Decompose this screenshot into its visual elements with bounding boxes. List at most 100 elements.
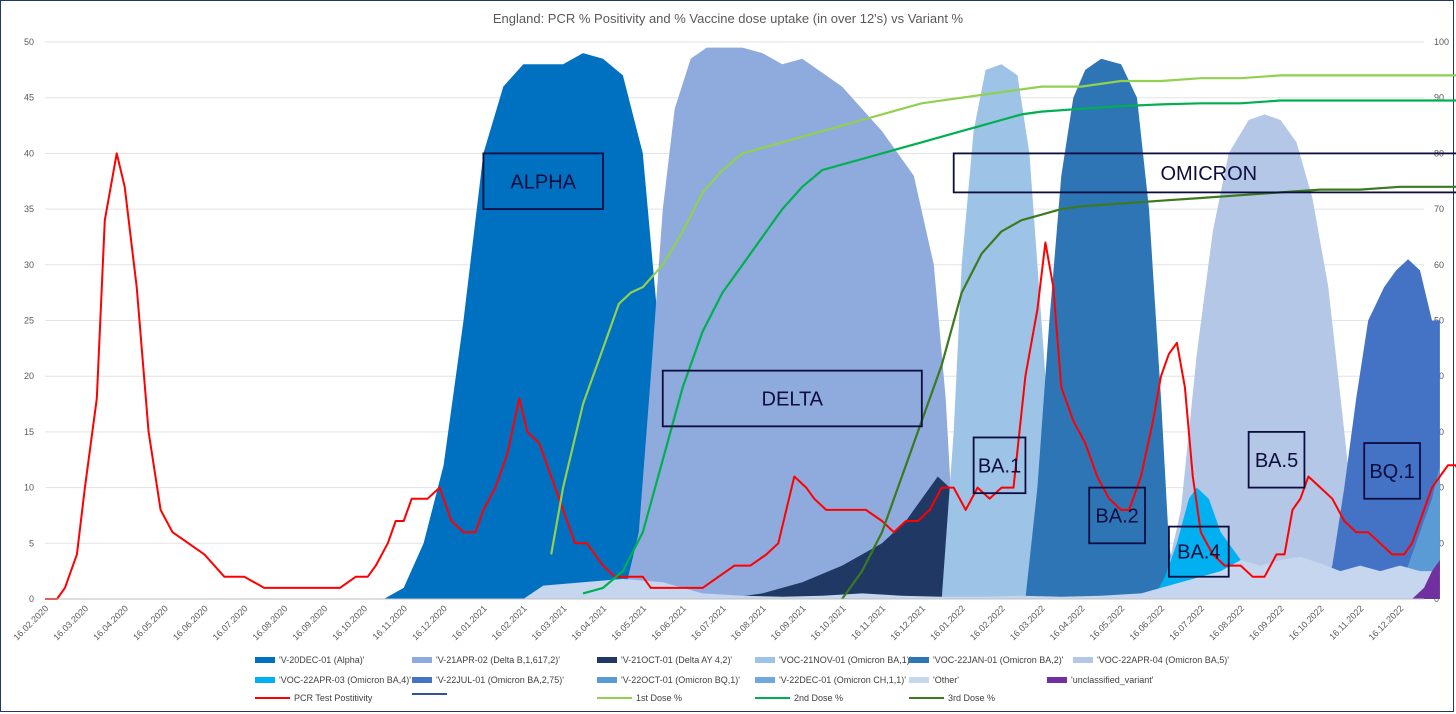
legend-swatch [909,657,929,663]
y-left-tick-label: 15 [24,427,34,437]
legend-item: 'VOC-21NOV-01 (Omicron BA,1)' [755,655,911,665]
x-tick-label: 16.04.2020 [91,603,130,642]
annotation-label: BQ.1 [1369,461,1415,483]
y-left-tick-label: 0 [29,594,34,604]
x-tick-label: 16.08.2022 [1207,603,1246,642]
y-right-tick-label: 100 [1434,37,1449,47]
legend-item: 'V-22DEC-01 (Omicron CH,1,1)' [755,675,906,685]
legend-swatch [255,677,275,683]
annotation-box [972,436,1027,495]
legend-item: 'VOC-22APR-04 (Omicron BA,5)' [1073,655,1229,665]
series-line [582,99,1456,595]
variant-area [1380,465,1440,599]
legend-swatch [755,677,775,683]
legend-label: 'V-22OCT-01 (Omicron BQ,1)' [621,675,740,685]
variant-area [1412,560,1440,599]
x-tick-label: 16.10.2020 [330,603,369,642]
legend-label: 'VOC-21NOV-01 (Omicron BA,1)' [779,655,912,665]
x-tick-label: 16.10.2021 [809,603,848,642]
x-tick-label: 16.05.2022 [1088,603,1127,642]
legend-swatch [755,657,775,663]
legend-label: 'VOC-22APR-03 (Omicron BA,4)' [279,675,411,685]
x-tick-label: 16.11.2020 [371,603,409,641]
legend-item: 'Other' [909,675,959,685]
annotation-label: BA.5 [1255,450,1298,472]
variant-area [722,476,966,599]
x-tick-label: 16.02.2021 [490,603,529,642]
legend-label: PCR Test Postitivity [294,693,373,703]
x-tick-label: 16.02.2022 [968,603,1007,642]
legend-swatch [412,677,432,683]
legend-item: 'VOC-22APR-03 (Omicron BA,4)' [255,675,411,685]
legend-swatch [597,697,632,699]
y-left-tick-label: 5 [29,538,34,548]
legend-item: 1st Dose % [597,693,682,703]
x-tick-label: 16.06.2022 [1127,603,1166,642]
x-tick-label: 16.06.2021 [649,603,688,642]
legend-swatch [255,697,290,699]
legend-item [412,693,451,695]
x-tick-label: 16.12.2021 [888,603,927,642]
legend-label: 'unclassified_variant' [1071,675,1154,685]
chart-title: England: PCR % Positivity and % Vaccine … [493,11,964,26]
legend-label: 2nd Dose % [794,693,844,703]
annotation-box [1247,430,1306,489]
legend-label: 'VOC-22APR-04 (Omicron BA,5)' [1097,655,1229,665]
annotation-box [1168,525,1230,578]
x-tick-label: 16.04.2021 [569,603,608,642]
annotation-label: DELTA [762,388,824,410]
x-tick-label: 16.07.2021 [689,603,728,642]
x-tick-label: 16.01.2022 [928,603,967,642]
annotation-label: ALPHA [510,171,576,193]
legend-item: 'V-21OCT-01 (Delta AY 4,2)' [597,655,732,665]
legend-label: 'Other' [933,675,959,685]
annotation-box [661,369,923,428]
x-tick-label: 16.10.2022 [1287,603,1326,642]
legend-swatch [597,677,617,683]
legend-swatch [1047,677,1067,683]
y-right-tick-label: 70 [1434,204,1444,214]
legend-item: 'unclassified_variant' [1047,675,1153,685]
variant-area [523,556,1440,599]
variant-area [383,53,687,600]
x-tick-label: 16.03.2020 [51,603,90,642]
legend-swatch [1073,657,1093,663]
legend-swatch [909,697,944,699]
legend-item: 'V-21APR-02 (Delta B,1,617,2)' [412,655,560,665]
x-tick-label: 16.03.2021 [530,603,569,642]
x-tick-label: 16.12.2022 [1367,603,1406,642]
annotation-box [482,152,604,210]
series-line [841,185,1456,600]
y-left-tick-label: 50 [24,37,34,47]
y-left-tick-label: 40 [24,148,34,158]
series-line [550,74,1456,555]
legend-label: 'V-20DEC-01 (Alpha)' [279,655,365,665]
y-left-tick-label: 30 [24,260,34,270]
x-tick-label: 16.03.2022 [1008,603,1047,642]
legend-label: 'V-21APR-02 (Delta B,1,617,2)' [436,655,561,665]
legend-label: 'V-22DEC-01 (Omicron CH,1,1)' [779,675,906,685]
annotation-box [952,152,1456,194]
x-tick-label: 16.09.2022 [1247,603,1286,642]
x-tick-label: 16.07.2022 [1167,603,1206,642]
x-tick-label: 16.09.2020 [290,603,329,642]
y-right-tick-label: 90 [1434,93,1444,103]
x-tick-label: 16.06.2020 [171,603,210,642]
x-tick-label: 16.05.2020 [131,603,170,642]
x-tick-label: 16.04.2022 [1048,603,1087,642]
legend-swatch [909,677,929,683]
legend-item: 'V-22JUL-01 (Omicron BA,2,75)' [412,675,564,685]
legend-item: 'V-22OCT-01 (Omicron BQ,1)' [597,675,740,685]
legend-swatch [412,693,447,695]
legend-item: 2nd Dose % [755,693,843,703]
annotation-box [1363,442,1421,500]
variant-area [1025,58,1177,599]
legend-item: 'V-20DEC-01 (Alpha)' [255,655,364,665]
annotation-label: BA.2 [1095,505,1138,527]
annotation-label: BA.1 [978,455,1021,477]
variant-area [1320,259,1440,599]
x-tick-label: 16.01.2021 [450,603,489,642]
legend-item: PCR Test Postitivity [255,693,372,703]
legend-label: 'V-22JUL-01 (Omicron BA,2,75)' [436,675,564,685]
